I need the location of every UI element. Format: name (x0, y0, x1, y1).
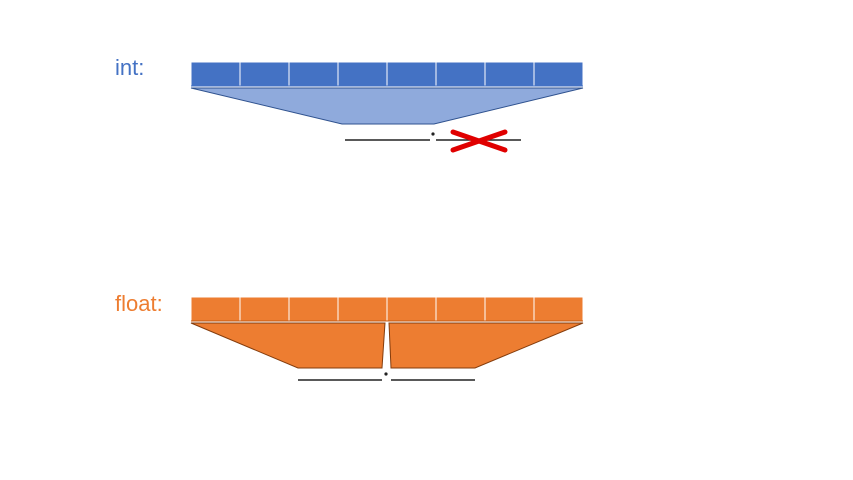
int-byte-cell (239, 61, 290, 87)
int-funnel (190, 87, 584, 125)
int-byte-row (190, 61, 584, 87)
float-type-label: float: (115, 291, 163, 316)
float-byte-cell (484, 296, 535, 322)
float-diagram (190, 296, 584, 381)
float-byte-cell (337, 296, 388, 322)
float-byte-cell (239, 296, 290, 322)
float-byte-cell (533, 296, 584, 322)
float-byte-row (190, 296, 584, 322)
int-type-label: int: (115, 55, 145, 80)
float-funnel-whole-part (190, 322, 386, 369)
float-byte-cell (435, 296, 486, 322)
float-byte-cell (386, 296, 437, 322)
int-byte-cell (435, 61, 486, 87)
int-fraction-cross-mark (450, 129, 508, 153)
float-byte-cell (190, 296, 241, 322)
float-decimal-point (384, 372, 388, 376)
float-funnel-fraction-part (388, 322, 584, 369)
int-byte-cell (288, 61, 339, 87)
int-byte-cell (484, 61, 535, 87)
int-byte-cell (337, 61, 388, 87)
int-byte-cell (190, 61, 241, 87)
int-byte-cell (533, 61, 584, 87)
int-diagram (190, 61, 584, 153)
int-byte-cell (386, 61, 437, 87)
int-decimal-point (431, 132, 435, 136)
float-byte-cell (288, 296, 339, 322)
